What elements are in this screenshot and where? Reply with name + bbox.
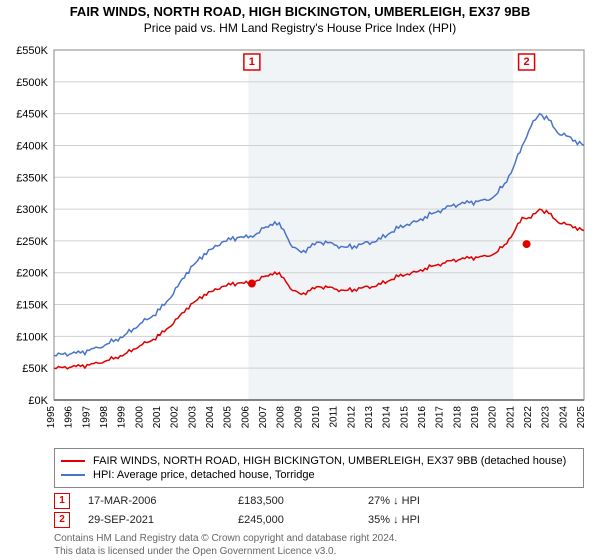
- svg-text:£200K: £200K: [16, 268, 48, 280]
- legend-swatch: [61, 460, 85, 462]
- svg-text:£450K: £450K: [16, 109, 48, 121]
- svg-text:2019: 2019: [470, 406, 481, 429]
- svg-text:2009: 2009: [293, 406, 304, 429]
- svg-text:2021: 2021: [505, 406, 516, 429]
- svg-text:£150K: £150K: [16, 300, 48, 312]
- svg-text:1995: 1995: [46, 406, 57, 429]
- sales-table: 1 17-MAR-2006£183,50027% ↓ HPI 2 29-SEP-202…: [54, 490, 460, 531]
- svg-text:£0K: £0K: [28, 395, 48, 407]
- sale-date: 17-MAR-2006: [88, 495, 238, 507]
- svg-text:£250K: £250K: [16, 236, 48, 248]
- svg-text:£550K: £550K: [16, 45, 48, 57]
- svg-text:£500K: £500K: [16, 77, 48, 89]
- svg-text:1996: 1996: [64, 406, 75, 429]
- svg-text:2015: 2015: [399, 406, 410, 429]
- svg-text:2010: 2010: [311, 406, 322, 429]
- svg-text:2008: 2008: [276, 406, 287, 429]
- svg-text:2: 2: [524, 56, 530, 68]
- sale-date: 29-SEP-2021: [88, 514, 238, 526]
- svg-text:2002: 2002: [170, 406, 181, 429]
- svg-text:2023: 2023: [541, 406, 552, 429]
- svg-text:£300K: £300K: [16, 204, 48, 216]
- table-row: 1 17-MAR-2006£183,50027% ↓ HPI: [54, 493, 460, 509]
- footer: Contains HM Land Registry data © Crown c…: [54, 532, 397, 558]
- svg-text:1997: 1997: [81, 406, 92, 429]
- sale-price: £245,000: [238, 514, 368, 526]
- svg-text:2013: 2013: [364, 406, 375, 429]
- svg-text:2018: 2018: [452, 406, 463, 429]
- svg-text:2004: 2004: [205, 406, 216, 429]
- legend-label: HPI: Average price, detached house, Torr…: [93, 469, 315, 481]
- svg-text:2014: 2014: [382, 406, 393, 429]
- svg-text:1998: 1998: [99, 406, 110, 429]
- svg-text:1999: 1999: [117, 406, 128, 429]
- sale-price: £183,500: [238, 495, 368, 507]
- svg-text:2025: 2025: [576, 406, 587, 429]
- svg-text:2001: 2001: [152, 406, 163, 429]
- svg-text:2012: 2012: [346, 406, 357, 429]
- sale-marker: 1: [54, 493, 70, 509]
- legend-swatch: [61, 474, 85, 476]
- svg-text:£50K: £50K: [22, 363, 48, 375]
- footer-line1: Contains HM Land Registry data © Crown c…: [54, 532, 397, 545]
- svg-text:2024: 2024: [558, 406, 569, 429]
- svg-text:2016: 2016: [417, 406, 428, 429]
- svg-text:2011: 2011: [329, 406, 340, 428]
- legend-row: HPI: Average price, detached house, Torr…: [61, 469, 577, 481]
- svg-text:2006: 2006: [240, 406, 251, 429]
- sale-delta: 27% ↓ HPI: [368, 495, 460, 507]
- sale-delta: 35% ↓ HPI: [368, 514, 460, 526]
- svg-text:£400K: £400K: [16, 140, 48, 152]
- svg-text:2017: 2017: [435, 406, 446, 429]
- svg-text:£100K: £100K: [16, 331, 48, 343]
- footer-line2: This data is licensed under the Open Gov…: [54, 545, 397, 558]
- svg-text:2020: 2020: [488, 406, 499, 429]
- price-chart: £0K £50K £100K £150K £200K £250K £300K £350K £40…: [0, 0, 600, 440]
- svg-text:2003: 2003: [187, 406, 198, 429]
- svg-text:1: 1: [249, 56, 255, 68]
- svg-text:2000: 2000: [134, 406, 145, 429]
- legend-label: FAIR WINDS, NORTH ROAD, HIGH BICKINGTON,…: [93, 455, 566, 467]
- svg-text:£350K: £350K: [16, 172, 48, 184]
- sale-marker: 2: [54, 512, 70, 528]
- svg-text:2022: 2022: [523, 406, 534, 429]
- legend-row: FAIR WINDS, NORTH ROAD, HIGH BICKINGTON,…: [61, 455, 577, 467]
- svg-text:2005: 2005: [223, 406, 234, 429]
- table-row: 2 29-SEP-2021£245,00035% ↓ HPI: [54, 512, 460, 528]
- svg-text:2007: 2007: [258, 406, 269, 429]
- legend: FAIR WINDS, NORTH ROAD, HIGH BICKINGTON,…: [54, 448, 584, 488]
